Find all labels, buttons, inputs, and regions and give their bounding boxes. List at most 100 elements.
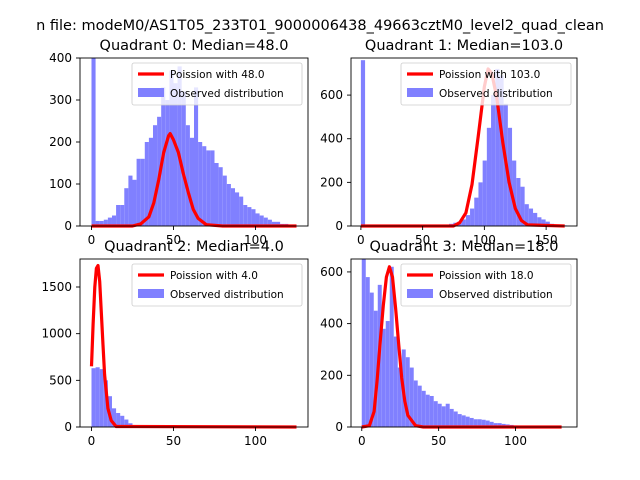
hist-bar [369,292,374,427]
legend-label: Observed distribution [170,289,284,301]
panel-title: Quadrant 0: Median=48.0 [100,38,289,54]
legend-label: Poission with 18.0 [439,270,534,282]
hist-bar [181,91,186,226]
x-tick-label: 50 [166,233,181,247]
legend-hist-swatch [138,88,164,97]
hist-bar [365,277,370,427]
legend-box [131,62,303,106]
hist-bar [120,205,125,226]
hist-bar [148,137,153,226]
hist-bar [533,212,538,226]
hist-bar [202,146,207,226]
hist-bar [381,328,386,427]
legend-hist-swatch [138,289,164,298]
hist-bar [226,184,231,226]
x-tick-label: 0 [88,434,96,448]
hist-bar [512,160,517,226]
hist-bar [405,357,410,427]
hist-bar [545,221,550,226]
x-tick-label: 0 [88,233,96,247]
y-tick-label: 1500 [41,280,72,294]
hist-bar [486,127,492,226]
hist-bar [243,205,248,226]
legend-label: Poission with 4.0 [170,270,258,282]
hist-bar [489,421,494,427]
hist-bar [140,158,145,226]
hist-bar [429,395,434,427]
y-tick-label: 0 [335,420,343,434]
hist-bar [361,259,366,427]
x-tick-label: 0 [357,233,365,247]
hist-bar [111,408,117,427]
legend-box [400,62,572,106]
hist-bar [516,178,521,226]
axes-frame [350,258,578,428]
hist-bar [497,423,502,427]
hist-bar [425,394,430,427]
hist-bar [177,66,182,227]
hist-bar [169,70,174,226]
hist-bar [493,423,498,427]
panel-1: 0 50 100 150 0 200 400 600 Quadrant 1: Median=10… [320,38,578,247]
hist-bar [437,403,442,427]
hist-bar [499,75,504,226]
legend-hist-swatch [407,88,433,97]
x-tick-label: 50 [431,434,446,448]
hist-bar [541,219,546,226]
hist-bar [214,163,219,226]
hist-bar [373,310,378,427]
hist-bar [271,221,277,226]
hist-bar [461,415,466,427]
hist-bar [445,403,450,427]
legend-box [131,263,303,307]
hist-bar [165,100,170,226]
hist-bar [481,419,486,427]
hist-bar [99,369,104,427]
hist-bar [103,219,108,226]
hist-bar [222,175,227,226]
hist-bar [267,219,272,226]
hist-bar [255,213,260,226]
hist-bar [198,142,203,226]
hist-bar [397,367,402,427]
legend-label: Observed distribution [170,88,284,100]
hist-bar [239,196,244,226]
y-tick-label: 0 [335,219,343,233]
legend-box [400,263,572,307]
hist-bar [433,401,438,427]
hist-bar [132,179,137,226]
y-tick-label: 600 [320,88,343,102]
hist-bar [461,219,466,226]
hist-bar [218,167,223,226]
x-tick-label: 100 [504,434,527,448]
hist-bar [449,408,454,427]
hist-bar [206,150,211,226]
hist-bar [413,380,418,427]
panel-title: Quadrant 3: Median=18.0 [370,239,559,255]
hist-bar [247,207,252,226]
hist-bar [185,125,190,226]
hist-bar [441,406,446,427]
hist-bar [478,182,483,226]
hist-bar [124,419,129,427]
hist-bar [99,220,104,226]
hist-bar [251,209,256,226]
hist-bar [470,208,475,226]
hist-bar [477,419,482,427]
hist-bar [385,321,390,427]
hist-bar [116,413,121,427]
hist-bar [91,58,96,226]
legend-label: Poission with 103.0 [439,69,540,81]
hist-bar [120,415,125,427]
hist-bar [173,83,178,226]
hist-bar [465,416,470,427]
y-tick-label: 600 [320,265,343,279]
hist-bar [482,160,487,226]
y-tick-label: 0 [64,219,72,233]
hist-bar [189,137,194,226]
hist-bar [91,368,96,427]
x-tick-label: 100 [473,233,496,247]
hist-bar [136,158,141,226]
hist-bar [473,419,478,427]
